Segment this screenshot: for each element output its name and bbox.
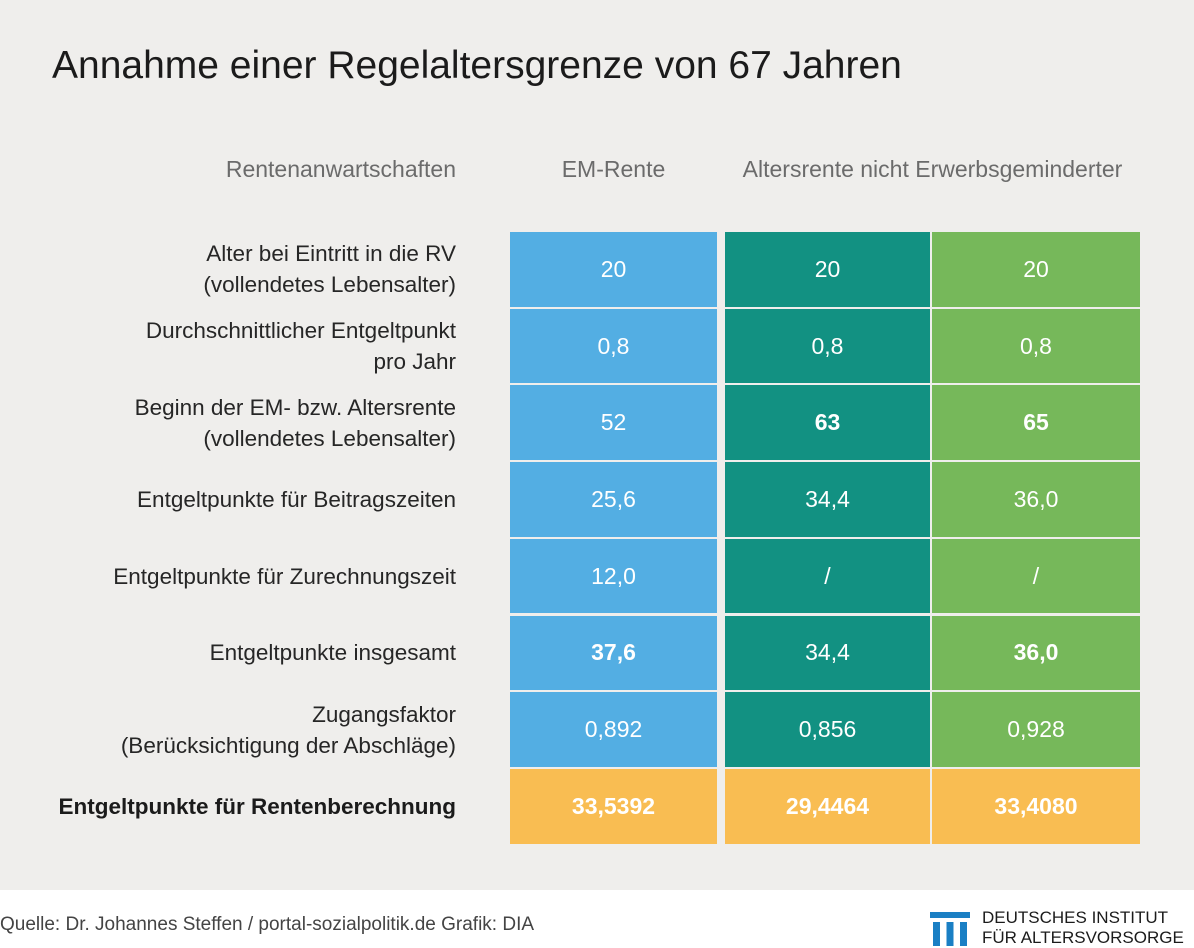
row-label: Entgeltpunkte für Beitragszeiten [0, 462, 456, 537]
cell-em-rente: 20 [510, 232, 717, 307]
logo-line-2: FÜR ALTERSVORSORGE [982, 928, 1184, 947]
row-label-line: Entgeltpunkte insgesamt [209, 640, 456, 666]
cell-altersrente-a: / [725, 538, 930, 614]
cell-altersrente-b: 0,8 [932, 308, 1140, 384]
cell-altersrente-b: 0,928 [932, 692, 1140, 767]
cell-altersrente-b: / [932, 538, 1140, 614]
chart-panel: Annahme einer Regelaltersgrenze von 67 J… [0, 0, 1194, 890]
cell-em-rente: 25,6 [510, 462, 717, 537]
cell-em-rente: 0,892 [510, 692, 717, 767]
row-label-line: (vollendetes Lebensalter) [203, 272, 456, 298]
row-label: Entgeltpunkte für Zurechnungszeit [0, 539, 456, 614]
row-label-line: (vollendetes Lebensalter) [203, 425, 456, 451]
row-label-line: Entgeltpunkte für Rentenberechnung [58, 793, 456, 819]
row-label-line: Alter bei Eintritt in die RV [206, 241, 456, 267]
row-label-line: pro Jahr [373, 349, 456, 375]
cell-em-rente: 52 [510, 385, 717, 461]
cell-altersrente-a: 20 [725, 232, 930, 307]
row-label: Zugangsfaktor (Berücksichtigung der Absch… [0, 692, 456, 767]
column-header-altersrente: Altersrente nicht Erwerbsgeminderter [742, 156, 1123, 182]
cell-altersrente-b: 36,0 [932, 615, 1140, 691]
row-label-line: Entgeltpunkte für Zurechnungszeit [113, 563, 456, 589]
dia-logo-text: DEUTSCHES INSTITUT FÜR ALTERSVORSORGE [982, 908, 1184, 948]
cell-altersrente-b: 33,4080 [932, 768, 1140, 844]
cell-altersrente-a: 34,4 [725, 462, 930, 537]
cell-altersrente-a: 63 [725, 385, 930, 461]
cell-altersrente-a: 29,4464 [725, 768, 930, 844]
row-label: Entgeltpunkte insgesamt [0, 616, 456, 691]
cell-altersrente-b: 36,0 [932, 462, 1140, 537]
row-label-line: Durchschnittlicher Entgeltpunkt [145, 318, 456, 344]
column-header-rentenanwartschaften: Rentenanwartschaften [225, 156, 456, 182]
logo-line-1: DEUTSCHES INSTITUT [982, 908, 1169, 927]
cell-altersrente-a: 34,4 [725, 615, 930, 691]
cell-em-rente: 0,8 [510, 308, 717, 384]
cell-altersrente-a: 0,8 [725, 308, 930, 384]
row-label-line: Beginn der EM- bzw. Altersrente [134, 394, 456, 420]
row-label-line: (Berücksichtigung der Abschläge) [120, 732, 456, 758]
dia-logo-icon [930, 912, 970, 946]
cell-em-rente: 33,5392 [510, 768, 717, 844]
row-label: Beginn der EM- bzw. Altersrente (vollende… [0, 385, 456, 460]
dia-logo: DEUTSCHES INSTITUT FÜR ALTERSVORSORGE [930, 906, 1194, 948]
column-header-em-rente: EM-Rente [561, 156, 666, 182]
cell-em-rente: 37,6 [510, 615, 717, 691]
row-label-line: Zugangsfaktor [312, 701, 456, 727]
cell-altersrente-a: 0,856 [725, 692, 930, 767]
row-label-line: Entgeltpunkte für Beitragszeiten [137, 486, 456, 512]
row-label: Alter bei Eintritt in die RV (vollendetes… [0, 232, 456, 307]
row-label: Entgeltpunkte für Rentenberechnung [0, 769, 456, 844]
row-label: Durchschnittlicher Entgeltpunkt pro Jahr [0, 309, 456, 384]
cell-em-rente: 12,0 [510, 538, 717, 614]
source-note: Quelle: Dr. Johannes Steffen / portal-so… [0, 914, 535, 935]
cell-altersrente-b: 65 [932, 385, 1140, 461]
cell-altersrente-b: 20 [932, 232, 1140, 307]
chart-title: Annahme einer Regelaltersgrenze von 67 J… [52, 44, 902, 87]
